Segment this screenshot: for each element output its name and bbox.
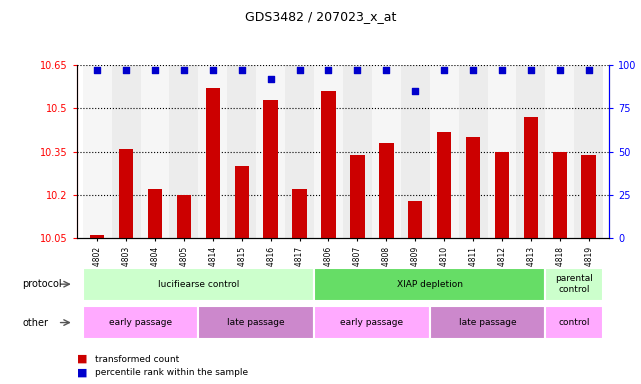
Bar: [429, 306, 545, 339]
Bar: [321, 91, 336, 238]
Bar: [343, 65, 372, 238]
Text: ■: ■: [77, 367, 87, 377]
Bar: [169, 65, 198, 238]
Bar: [524, 117, 538, 238]
Bar: [458, 65, 488, 238]
Bar: [112, 65, 140, 238]
Text: control: control: [558, 318, 590, 327]
Text: early passage: early passage: [340, 318, 403, 327]
Bar: [83, 65, 112, 238]
Point: [121, 67, 131, 73]
Point: [208, 67, 218, 73]
Point: [583, 67, 594, 73]
Bar: [177, 195, 191, 238]
Bar: [285, 65, 314, 238]
Point: [179, 67, 189, 73]
Text: transformed count: transformed count: [95, 354, 179, 364]
Point: [410, 88, 420, 94]
Bar: [314, 268, 545, 301]
Bar: [429, 65, 458, 238]
Bar: [198, 65, 228, 238]
Bar: [437, 132, 451, 238]
Bar: [119, 149, 133, 238]
Point: [497, 67, 507, 73]
Bar: [408, 201, 422, 238]
Point: [294, 67, 304, 73]
Bar: [235, 166, 249, 238]
Bar: [228, 65, 256, 238]
Bar: [148, 189, 162, 238]
Text: other: other: [22, 318, 49, 328]
Bar: [140, 65, 169, 238]
Point: [323, 67, 333, 73]
Point: [468, 67, 478, 73]
Text: lucifiearse control: lucifiearse control: [158, 280, 239, 289]
Bar: [83, 306, 198, 339]
Bar: [545, 306, 603, 339]
Point: [353, 67, 363, 73]
Text: late passage: late passage: [228, 318, 285, 327]
Bar: [83, 268, 314, 301]
Bar: [314, 306, 429, 339]
Point: [554, 67, 565, 73]
Point: [237, 67, 247, 73]
Text: late passage: late passage: [459, 318, 516, 327]
Bar: [379, 143, 394, 238]
Bar: [372, 65, 401, 238]
Point: [150, 67, 160, 73]
Bar: [581, 155, 596, 238]
Bar: [495, 152, 509, 238]
Bar: [517, 65, 545, 238]
Point: [265, 76, 276, 82]
Bar: [553, 152, 567, 238]
Text: XIAP depletion: XIAP depletion: [397, 280, 463, 289]
Bar: [198, 306, 314, 339]
Bar: [314, 65, 343, 238]
Point: [439, 67, 449, 73]
Point: [92, 67, 103, 73]
Text: parental
control: parental control: [555, 275, 593, 294]
Bar: [206, 88, 220, 238]
Bar: [488, 65, 517, 238]
Bar: [263, 100, 278, 238]
Text: protocol: protocol: [22, 279, 62, 289]
Bar: [401, 65, 429, 238]
Bar: [545, 65, 574, 238]
Point: [381, 67, 392, 73]
Bar: [574, 65, 603, 238]
Bar: [292, 189, 307, 238]
Bar: [466, 137, 480, 238]
Text: early passage: early passage: [109, 318, 172, 327]
Text: percentile rank within the sample: percentile rank within the sample: [95, 368, 248, 377]
Bar: [256, 65, 285, 238]
Bar: [90, 235, 104, 238]
Point: [526, 67, 536, 73]
Text: ■: ■: [77, 354, 87, 364]
Bar: [545, 268, 603, 301]
Bar: [350, 155, 365, 238]
Text: GDS3482 / 207023_x_at: GDS3482 / 207023_x_at: [245, 10, 396, 23]
